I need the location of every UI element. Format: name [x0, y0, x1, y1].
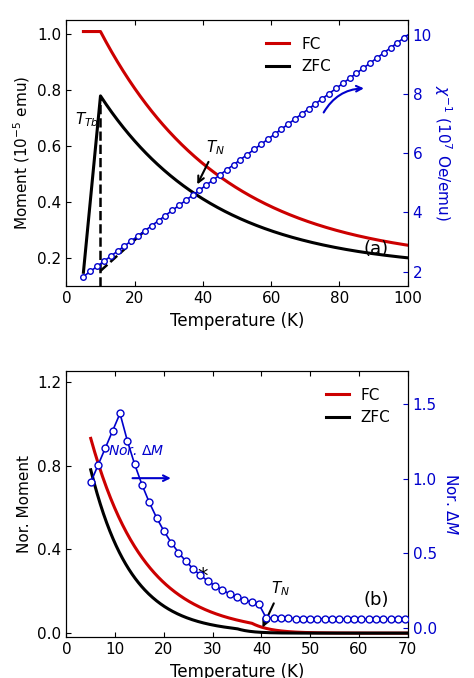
Text: $T_{Tb}$: $T_{Tb}$ [75, 110, 99, 129]
Y-axis label: Nor. Moment: Nor. Moment [17, 456, 32, 553]
Legend: FC, ZFC: FC, ZFC [319, 382, 397, 431]
X-axis label: Temperature (K): Temperature (K) [170, 312, 304, 330]
Text: (a): (a) [363, 241, 388, 258]
Text: *: * [198, 567, 208, 586]
X-axis label: Temperature (K): Temperature (K) [170, 662, 304, 678]
Y-axis label: Moment (10$^{-5}$ emu): Moment (10$^{-5}$ emu) [11, 76, 32, 231]
Text: $T_N$: $T_N$ [264, 579, 290, 625]
Text: $T_N$: $T_N$ [198, 138, 225, 182]
Y-axis label: Nor. $\Delta M$: Nor. $\Delta M$ [443, 473, 459, 536]
Y-axis label: $\chi^{-1}$ (10$^7$ Oe/emu): $\chi^{-1}$ (10$^7$ Oe/emu) [432, 85, 454, 221]
Legend: FC, ZFC: FC, ZFC [260, 31, 337, 81]
Text: Nor. $\Delta M$: Nor. $\Delta M$ [108, 444, 164, 458]
Text: (b): (b) [363, 591, 389, 610]
